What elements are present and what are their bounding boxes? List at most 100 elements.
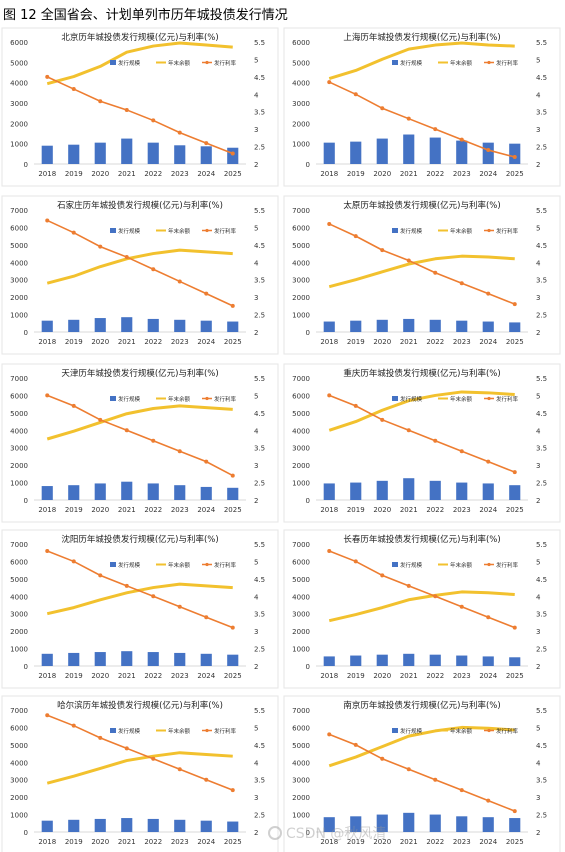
bar xyxy=(200,320,212,332)
bar xyxy=(350,816,362,832)
x-tick-label: 2023 xyxy=(171,170,189,178)
line-rate xyxy=(328,223,516,305)
watermark-text: CSDN @秋风清 xyxy=(286,826,387,842)
legend-rate-label: 发行利率 xyxy=(214,395,237,403)
line-rate xyxy=(46,394,234,477)
rate-point xyxy=(98,99,103,104)
bar xyxy=(147,483,159,500)
line-rate xyxy=(328,81,515,158)
rate-point xyxy=(124,746,129,751)
bar xyxy=(94,483,106,500)
line-balance xyxy=(328,590,515,623)
x-tick-label: 2020 xyxy=(373,672,391,680)
rate-point xyxy=(45,713,50,718)
bar xyxy=(227,821,239,832)
legend-rate-label: 发行利率 xyxy=(214,227,237,235)
bar xyxy=(482,817,494,832)
bar xyxy=(403,653,415,666)
legend-rate-marker xyxy=(205,60,209,65)
rate-point xyxy=(380,106,385,111)
y-tick-label: 2000 xyxy=(10,628,28,636)
chart-title: 天津历年城投债发行规模(亿元)与利率(%) xyxy=(61,368,218,379)
y-tick-label: 4000 xyxy=(10,80,28,88)
y2-tick-label: 3.5 xyxy=(536,445,547,453)
bar xyxy=(68,144,80,164)
legend-rate-label: 发行利率 xyxy=(214,59,237,67)
rate-point xyxy=(230,303,235,308)
line-balance xyxy=(46,751,233,785)
y-tick-label: 5000 xyxy=(292,742,310,750)
y2-tick-label: 2.5 xyxy=(536,144,547,152)
legend-rate-label: 发行利率 xyxy=(214,561,237,569)
y-tick-label: 0 xyxy=(24,663,28,671)
y-tick-label: 6000 xyxy=(292,724,310,732)
legend-balance-label: 年末余额 xyxy=(168,59,191,67)
rate-point xyxy=(204,615,209,620)
bar xyxy=(41,486,53,500)
x-tick-label: 2024 xyxy=(197,672,215,680)
bar xyxy=(68,319,80,332)
bar xyxy=(121,481,133,500)
bar xyxy=(350,141,362,164)
x-tick-label: 2023 xyxy=(453,506,471,514)
y2-tick-label: 3.5 xyxy=(254,277,265,285)
x-tick-label: 2025 xyxy=(224,672,242,680)
rate-point xyxy=(486,459,491,464)
rate-point xyxy=(71,87,76,92)
bar xyxy=(41,145,53,164)
y2-tick-label: 5 xyxy=(254,392,258,400)
y-tick-label: 4000 xyxy=(292,759,310,767)
y-tick-label: 5000 xyxy=(292,59,310,67)
y-tick-label: 1000 xyxy=(292,812,310,820)
y-tick-label: 2000 xyxy=(292,120,310,128)
rate-point xyxy=(512,809,517,814)
x-tick-label: 2024 xyxy=(479,672,497,680)
legend-bar-swatch xyxy=(392,396,398,401)
x-tick-label: 2020 xyxy=(91,672,109,680)
bar xyxy=(323,483,335,500)
y2-tick-label: 4 xyxy=(254,593,259,601)
bar xyxy=(227,487,239,500)
bar xyxy=(456,655,468,666)
rate-point xyxy=(230,151,235,156)
y2-tick-label: 2.5 xyxy=(254,480,265,488)
legend-rate-marker xyxy=(487,228,491,233)
x-tick-label: 2023 xyxy=(453,838,471,846)
rate-point xyxy=(433,777,438,782)
x-tick-label: 2025 xyxy=(506,170,524,178)
x-tick-label: 2025 xyxy=(506,672,524,680)
x-tick-label: 2020 xyxy=(373,838,391,846)
rate-point xyxy=(433,127,438,132)
bar xyxy=(350,655,362,666)
x-tick-label: 2021 xyxy=(400,838,418,846)
line-balance xyxy=(46,41,233,86)
legend-rate-marker xyxy=(205,228,209,233)
rate-point xyxy=(406,428,411,433)
y-tick-label: 6000 xyxy=(10,39,28,47)
bar xyxy=(121,317,133,332)
bar xyxy=(200,653,212,666)
y-tick-label: 1000 xyxy=(10,646,28,654)
y2-tick-label: 5.5 xyxy=(536,541,547,549)
rate-point xyxy=(433,438,438,443)
legend-bar-label: 发行规模 xyxy=(118,395,141,403)
y2-tick-label: 2 xyxy=(254,663,258,671)
bar xyxy=(200,146,212,164)
y2-tick-label: 5 xyxy=(536,724,540,732)
legend-rate-marker xyxy=(487,396,491,401)
legend-bar-label: 发行规模 xyxy=(400,561,423,569)
y-tick-label: 1000 xyxy=(292,312,310,320)
x-tick-label: 2022 xyxy=(426,672,444,680)
y2-tick-label: 3.5 xyxy=(536,777,547,785)
x-tick-label: 2019 xyxy=(347,338,365,346)
y-tick-label: 7000 xyxy=(292,375,310,383)
y2-tick-label: 3.5 xyxy=(536,277,547,285)
x-tick-label: 2020 xyxy=(373,338,391,346)
y2-tick-label: 2 xyxy=(254,161,258,169)
x-tick-label: 2020 xyxy=(373,506,391,514)
legend-rate-label: 发行利率 xyxy=(496,395,519,403)
bar xyxy=(41,320,53,332)
bar xyxy=(376,480,388,500)
chart-title: 石家庄历年城投债发行规模(亿元)与利率(%) xyxy=(57,200,223,211)
y2-tick-label: 4.5 xyxy=(254,242,265,250)
